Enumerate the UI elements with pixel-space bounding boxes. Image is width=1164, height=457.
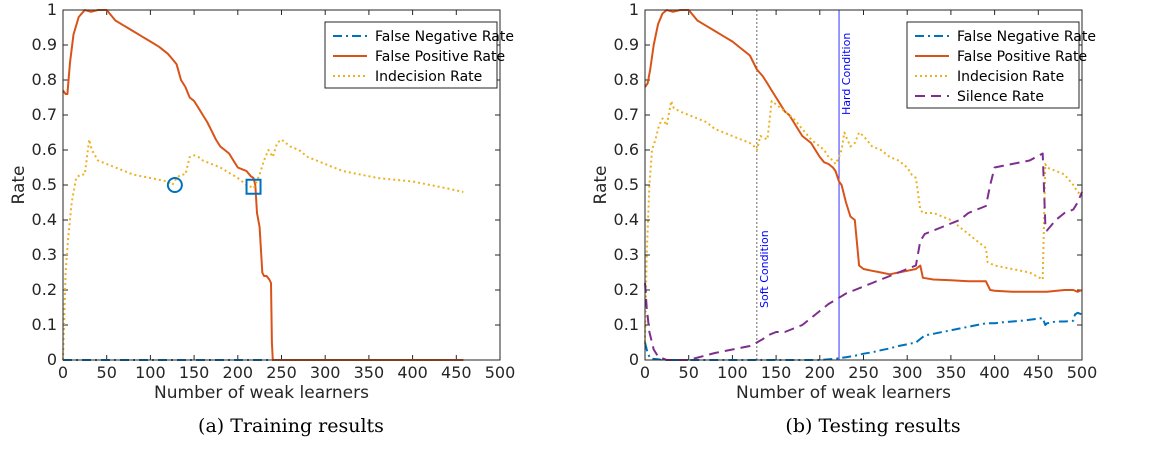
- series-line-0: [644, 311, 1083, 361]
- chart-panel-training: 0 50 100 150 200 250 300 350 400 450 500 0 0.1 0.2 0.3…: [9, 0, 516, 437]
- x-tick-label: 500: [485, 363, 516, 382]
- legend-entry: False Positive Rate: [375, 49, 505, 65]
- series-line-2: [644, 100, 1083, 343]
- x-tick-label: 250: [266, 363, 297, 382]
- y-axis-label: Rate: [9, 166, 29, 205]
- y-tick-label: 1: [629, 0, 639, 19]
- y-tick-label: 0.5: [614, 175, 639, 194]
- square-marker: [245, 178, 262, 195]
- x-tick-label: 300: [892, 363, 923, 382]
- x-tick-label: 200: [805, 363, 836, 382]
- caption-training: (a) Training results: [198, 415, 384, 437]
- x-tick-label: 150: [179, 363, 210, 382]
- training-chart: 0 50 100 150 200 250 300 350 400 450 500 0 0.1 0.2 0.3…: [9, 0, 516, 403]
- circle-marker: [166, 177, 183, 193]
- y-tick-label: 0.2: [32, 280, 57, 299]
- y-axis-label: Rate: [591, 166, 611, 205]
- y-tick-label: 0.2: [614, 280, 639, 299]
- y-tick-label: 0.5: [32, 175, 57, 194]
- legend-entry: False Negative Rate: [957, 29, 1096, 45]
- y-tick-label: 0.7: [32, 105, 57, 124]
- x-tick-label: 200: [223, 363, 254, 382]
- y-tick-label: 0: [629, 350, 639, 369]
- y-tick-label: 0.3: [32, 245, 57, 264]
- series-line-1: [644, 9, 1083, 293]
- x-tick-label: 100: [717, 363, 748, 382]
- y-tick-label: 0.4: [32, 210, 57, 229]
- x-axis-label: Number of weak learners: [154, 383, 369, 403]
- legend-entry: False Negative Rate: [375, 29, 514, 45]
- y-tick-label: 0.4: [614, 210, 639, 229]
- y-tick-label: 0.6: [32, 140, 57, 159]
- y-tick-label: 0: [47, 350, 57, 369]
- y-tick-label: 0.1: [614, 315, 639, 334]
- x-tick-label: 400: [397, 363, 428, 382]
- legend-entry: False Positive Rate: [957, 49, 1087, 65]
- x-tick-label: 100: [135, 363, 166, 382]
- series-line-3: [644, 152, 1083, 361]
- x-tick-label: 150: [761, 363, 792, 382]
- condition-label: Hard Condition: [840, 33, 853, 115]
- y-tick-label: 0.6: [614, 140, 639, 159]
- x-tick-label: 300: [310, 363, 341, 382]
- x-tick-label: 0: [640, 363, 650, 382]
- condition-label: Soft Condition: [758, 230, 771, 308]
- legend-entry: Silence Rate: [957, 89, 1044, 105]
- x-tick-label: 250: [848, 363, 879, 382]
- y-tick-label: 0.1: [32, 315, 57, 334]
- plot-frame: [644, 9, 1083, 361]
- plot-frame: [62, 9, 501, 361]
- x-tick-label: 400: [979, 363, 1010, 382]
- x-tick-label: 50: [97, 363, 117, 382]
- x-tick-label: 500: [1067, 363, 1098, 382]
- y-tick-label: 0.8: [614, 70, 639, 89]
- y-tick-label: 0.3: [614, 245, 639, 264]
- y-tick-label: 0.7: [614, 105, 639, 124]
- chart-panel-testing: 0 50 100 150 200 250 300 350 400 450 500 0 0.1 0.2 0.3…: [582, 0, 1164, 457]
- x-tick-label: 350: [354, 363, 385, 382]
- x-tick-label: 450: [1023, 363, 1054, 382]
- y-tick-label: 0.9: [32, 35, 57, 54]
- x-tick-label: 0: [58, 363, 68, 382]
- y-tick-label: 1: [47, 0, 57, 19]
- y-tick-label: 0.9: [614, 35, 639, 54]
- x-tick-label: 50: [679, 363, 699, 382]
- y-tick-label: 0.8: [32, 70, 57, 89]
- legend-entry: Indecision Rate: [957, 69, 1064, 85]
- legend-entry: Indecision Rate: [375, 69, 482, 85]
- x-axis-label: Number of weak learners: [736, 383, 951, 403]
- x-tick-label: 350: [936, 363, 967, 382]
- series-line-2: [62, 138, 464, 361]
- testing-chart: 0 50 100 150 200 250 300 350 400 450 500 0 0.1 0.2 0.3…: [591, 0, 1098, 403]
- x-tick-label: 450: [441, 363, 472, 382]
- caption-testing: (b) Testing results: [785, 415, 961, 437]
